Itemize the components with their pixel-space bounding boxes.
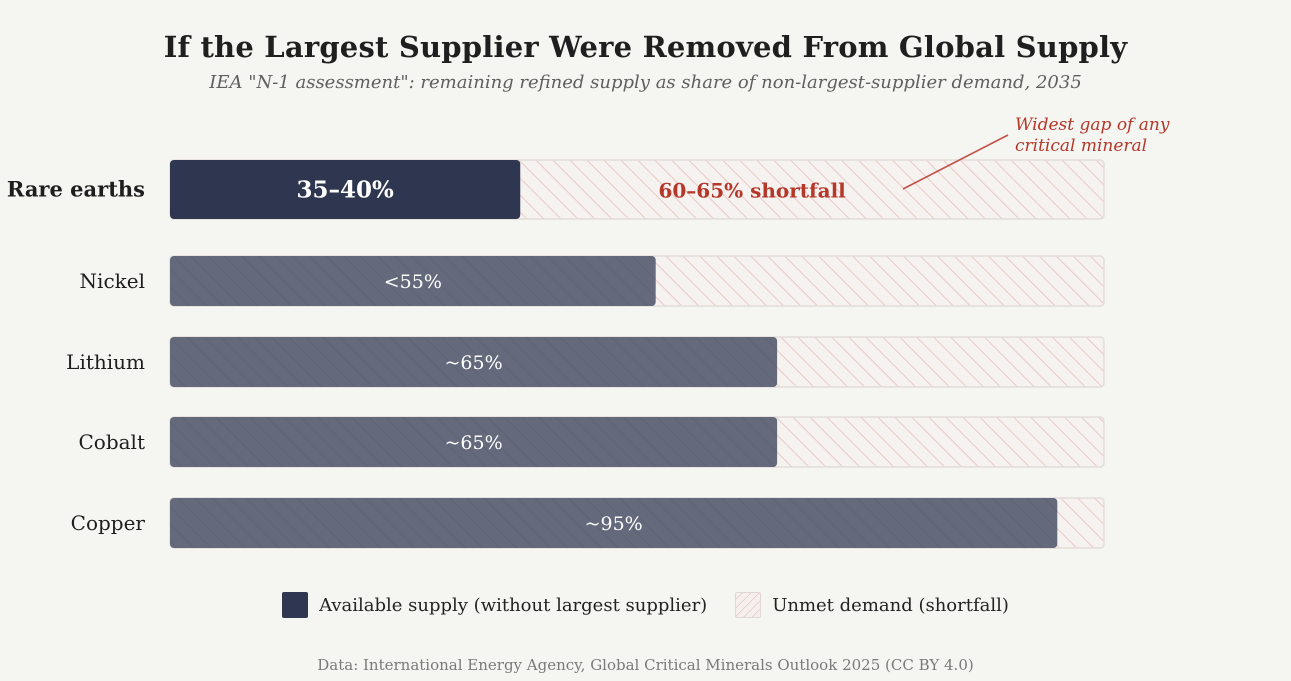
available-bar-texture-nickel (170, 256, 656, 306)
chart-subtitle: IEA "N-1 assessment": remaining refined … (209, 72, 1082, 93)
category-label-rare-earths: Rare earths (7, 177, 145, 202)
available-bar-texture-copper (170, 498, 1058, 548)
chart-title: If the Largest Supplier Were Removed Fro… (163, 30, 1128, 64)
chart-area: Rare earths 35–40% 60–65% shortfall Nickel <… (0, 100, 1291, 580)
legend-item-available: Available supply (without largest suppli… (282, 592, 707, 618)
available-bar-texture-cobalt (170, 417, 778, 467)
value-label-copper: ~95% (585, 513, 643, 535)
category-label-cobalt: Cobalt (78, 430, 145, 454)
source-note: Data: International Energy Agency, Globa… (317, 656, 974, 674)
bar-chart: Rare earths 35–40% 60–65% shortfall Nickel <… (7, 115, 1170, 549)
legend-label-available: Available supply (without largest suppli… (319, 594, 708, 616)
legend-item-shortfall: Unmet demand (shortfall) (735, 592, 1009, 618)
annotation-text-line-1: Widest gap of any (1015, 115, 1170, 135)
value-label-rare-earths: 35–40% (296, 177, 394, 204)
legend-swatch-available (282, 592, 309, 618)
available-bar-rare-earths (170, 160, 521, 219)
value-label-nickel: <55% (384, 271, 442, 293)
legend: Available supply (without largest suppli… (0, 592, 1291, 618)
category-label-copper: Copper (71, 511, 146, 535)
legend-swatch-shortfall (735, 592, 762, 618)
shortfall-label-rare-earths: 60–65% shortfall (658, 179, 846, 203)
legend-label-shortfall: Unmet demand (shortfall) (772, 594, 1009, 616)
value-label-cobalt: ~65% (444, 432, 502, 454)
category-label-lithium: Lithium (66, 350, 145, 374)
annotation-text-line-2: critical mineral (1015, 136, 1147, 156)
value-label-lithium: ~65% (444, 352, 502, 374)
annotation-line (902, 134, 1009, 190)
available-bar-texture-lithium (170, 337, 778, 387)
category-label-nickel: Nickel (80, 269, 145, 293)
